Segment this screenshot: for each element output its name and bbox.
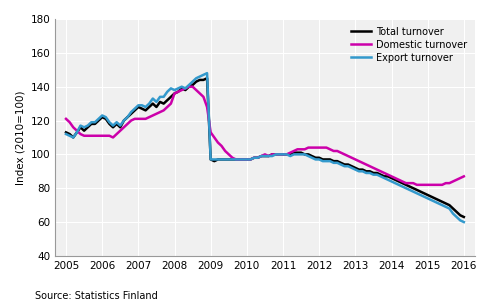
Text: Source: Statistics Finland: Source: Statistics Finland bbox=[35, 291, 157, 301]
Domestic turnover bbox=[251, 156, 257, 160]
Domestic turnover bbox=[164, 105, 170, 109]
Line: Export turnover: Export turnover bbox=[66, 73, 464, 222]
Domestic turnover bbox=[186, 85, 192, 88]
Domestic turnover bbox=[414, 183, 420, 187]
Domestic turnover bbox=[215, 141, 221, 144]
Export turnover bbox=[298, 153, 304, 156]
Export turnover bbox=[461, 220, 467, 224]
Total turnover bbox=[461, 215, 467, 219]
Legend: Total turnover, Domestic turnover, Export turnover: Total turnover, Domestic turnover, Expor… bbox=[349, 24, 470, 66]
Export turnover bbox=[63, 132, 69, 136]
Export turnover bbox=[251, 156, 257, 160]
Total turnover bbox=[63, 130, 69, 134]
Total turnover bbox=[251, 156, 257, 160]
Export turnover bbox=[164, 90, 170, 94]
Total turnover bbox=[164, 98, 170, 102]
Export turnover bbox=[450, 212, 456, 216]
Total turnover bbox=[215, 157, 221, 161]
Total turnover bbox=[204, 76, 210, 80]
Domestic turnover bbox=[153, 112, 159, 116]
Total turnover bbox=[153, 105, 159, 109]
Export turnover bbox=[153, 100, 159, 104]
Y-axis label: Index (2010=100): Index (2010=100) bbox=[15, 90, 25, 185]
Domestic turnover bbox=[298, 147, 304, 151]
Domestic turnover bbox=[454, 178, 459, 181]
Total turnover bbox=[450, 207, 456, 210]
Total turnover bbox=[298, 151, 304, 154]
Domestic turnover bbox=[63, 117, 69, 121]
Line: Total turnover: Total turnover bbox=[66, 78, 464, 217]
Line: Domestic turnover: Domestic turnover bbox=[66, 87, 464, 185]
Export turnover bbox=[204, 71, 210, 75]
Domestic turnover bbox=[461, 174, 467, 178]
Export turnover bbox=[215, 157, 221, 161]
